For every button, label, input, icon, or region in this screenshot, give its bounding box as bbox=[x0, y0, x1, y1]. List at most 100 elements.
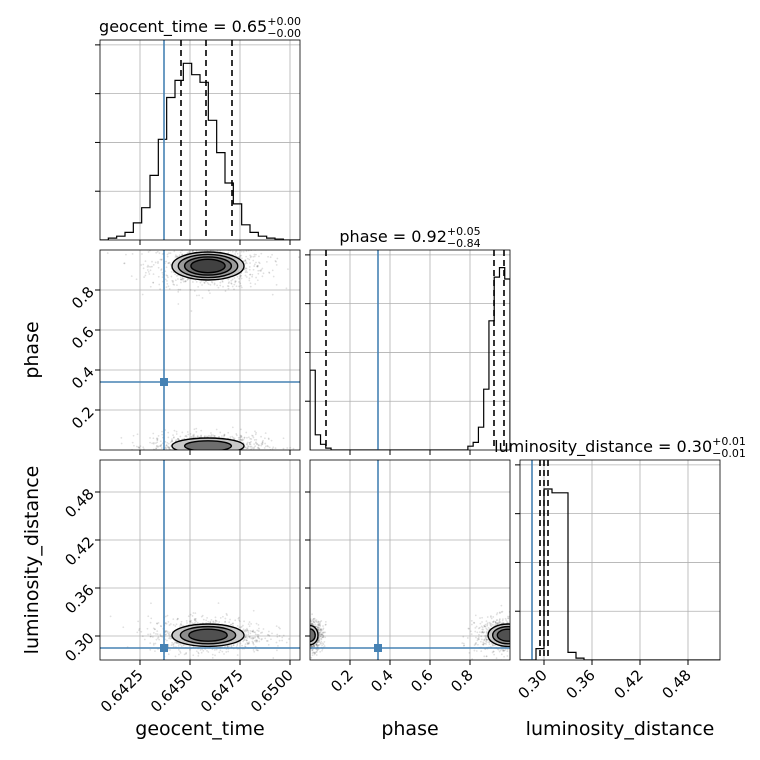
sample-point bbox=[496, 623, 499, 625]
sample-point bbox=[177, 438, 180, 440]
sample-point bbox=[266, 633, 269, 636]
sample-point bbox=[171, 439, 173, 442]
sample-point bbox=[496, 622, 499, 625]
sample-point bbox=[482, 642, 485, 645]
sample-point bbox=[513, 621, 515, 623]
sample-point bbox=[305, 628, 307, 630]
sample-point bbox=[249, 443, 252, 446]
sample-point bbox=[159, 288, 162, 291]
title-plus: +0.00 bbox=[267, 15, 301, 28]
sample-point bbox=[307, 639, 309, 641]
y-tick-label: 0.2 bbox=[68, 403, 98, 433]
sample-point bbox=[185, 619, 188, 622]
sample-point bbox=[269, 452, 271, 454]
sample-point bbox=[189, 432, 192, 435]
sample-point bbox=[521, 644, 523, 646]
sample-point bbox=[239, 626, 242, 629]
sample-point bbox=[303, 631, 305, 633]
sample-point bbox=[182, 280, 185, 283]
sample-point bbox=[518, 628, 520, 630]
sample-point bbox=[240, 277, 243, 280]
sample-point bbox=[214, 619, 217, 622]
sample-point bbox=[268, 272, 271, 274]
sample-point bbox=[123, 262, 126, 265]
sample-point bbox=[227, 431, 230, 434]
sample-point bbox=[511, 637, 513, 639]
sample-point bbox=[167, 446, 169, 449]
sample-point bbox=[495, 623, 498, 626]
histogram-luminosity_distance bbox=[520, 488, 720, 660]
sample-point bbox=[307, 645, 309, 647]
sample-point bbox=[527, 635, 529, 637]
sample-point bbox=[302, 628, 304, 630]
sample-point bbox=[234, 281, 237, 284]
sample-point bbox=[256, 265, 259, 268]
sample-point bbox=[528, 641, 530, 643]
sample-point bbox=[306, 644, 308, 646]
sample-point bbox=[521, 623, 523, 625]
sample-point bbox=[179, 451, 181, 453]
sample-point bbox=[316, 626, 319, 629]
sample-point bbox=[297, 633, 299, 635]
sample-point bbox=[251, 434, 253, 437]
sample-point bbox=[473, 644, 476, 646]
sample-point bbox=[268, 271, 270, 274]
sample-point bbox=[526, 637, 528, 639]
sample-point bbox=[510, 628, 512, 630]
sample-point bbox=[195, 427, 198, 430]
sample-point bbox=[503, 655, 505, 658]
sample-point bbox=[514, 636, 516, 638]
sample-point bbox=[477, 636, 480, 639]
sample-point bbox=[194, 452, 196, 454]
panel-frame bbox=[519, 459, 721, 661]
sample-point bbox=[304, 623, 306, 625]
sample-point bbox=[208, 292, 211, 295]
sample-point bbox=[285, 641, 288, 644]
sample-point bbox=[243, 638, 246, 641]
sample-point bbox=[513, 634, 515, 636]
sample-point bbox=[316, 641, 319, 644]
sample-point bbox=[175, 641, 178, 644]
sample-point bbox=[210, 434, 213, 436]
sample-point bbox=[238, 452, 240, 454]
sample-point bbox=[527, 631, 529, 633]
sample-point bbox=[248, 258, 251, 261]
sample-point bbox=[315, 644, 318, 646]
sample-point bbox=[146, 269, 149, 271]
sample-point bbox=[311, 645, 314, 648]
sample-point bbox=[249, 437, 252, 440]
sample-point bbox=[120, 442, 123, 445]
x-tick-label: 0.48 bbox=[658, 666, 694, 702]
sample-point bbox=[302, 630, 304, 632]
sample-point bbox=[537, 625, 539, 627]
sample-point bbox=[247, 642, 250, 645]
sample-point bbox=[301, 636, 303, 638]
sample-point bbox=[225, 454, 227, 456]
sample-point bbox=[174, 279, 177, 282]
sample-point bbox=[307, 643, 309, 645]
sample-point bbox=[515, 619, 517, 621]
sample-point bbox=[298, 643, 300, 645]
sample-point bbox=[247, 445, 250, 448]
sample-point bbox=[313, 644, 316, 647]
sample-point bbox=[148, 265, 150, 268]
sample-point bbox=[512, 624, 514, 626]
sample-point bbox=[513, 624, 515, 626]
sample-point bbox=[514, 614, 516, 616]
sample-point bbox=[172, 434, 174, 437]
sample-point bbox=[462, 635, 465, 638]
sample-point bbox=[248, 277, 251, 280]
sample-point bbox=[516, 628, 518, 630]
sample-point bbox=[255, 639, 257, 642]
sample-point bbox=[230, 644, 233, 647]
sample-point bbox=[297, 645, 299, 647]
sample-point bbox=[313, 621, 316, 624]
sample-point bbox=[305, 639, 307, 641]
sample-point bbox=[196, 435, 199, 438]
sample-point bbox=[192, 460, 194, 462]
sample-point bbox=[249, 630, 252, 632]
sample-point bbox=[225, 662, 227, 664]
sample-point bbox=[165, 286, 168, 289]
sample-point bbox=[167, 436, 170, 439]
sample-point bbox=[248, 443, 251, 446]
